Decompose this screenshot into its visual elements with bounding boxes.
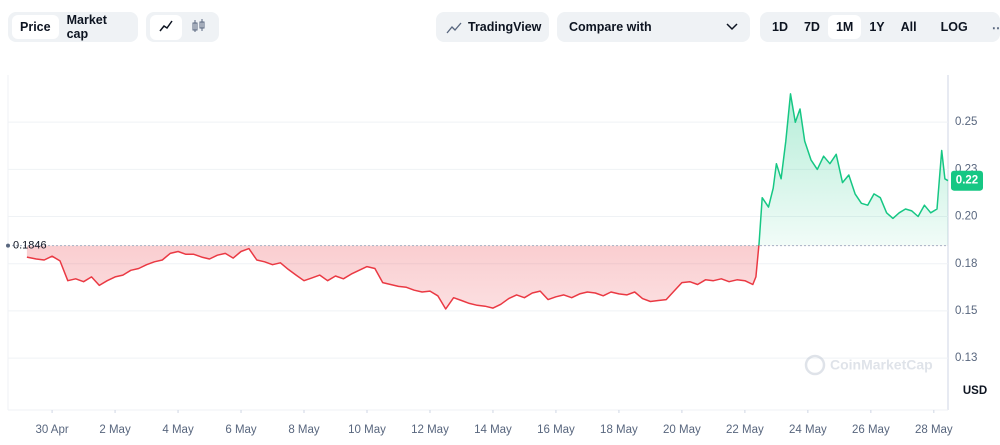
y-tick-label: 0.25 [955, 116, 977, 128]
x-tick-label: 28 May [915, 424, 953, 436]
x-tick-label: 14 May [474, 424, 512, 436]
y-tick-label: 0.13 [955, 352, 977, 364]
tradingview-button[interactable]: TradingView [436, 12, 549, 42]
x-tick-label: 4 May [162, 424, 194, 436]
tab[interactable]: Price [12, 15, 59, 39]
y-tick-label: 0.15 [955, 305, 977, 317]
area [26, 93, 949, 310]
x-tick-label: 30 Apr [35, 424, 68, 436]
x-tick-label: 12 May [411, 424, 449, 436]
x-tick-label: 22 May [726, 424, 764, 436]
x-tick-label: 20 May [663, 424, 701, 436]
x-tick-label: 6 May [225, 424, 257, 436]
currency-label: USD [963, 385, 987, 397]
price-badge [951, 170, 983, 191]
button-label: TradingView [468, 20, 542, 34]
x-tick-label: 18 May [600, 424, 638, 436]
price-line [26, 93, 949, 310]
x-tick-label: 8 May [288, 424, 320, 436]
candle-icon[interactable] [182, 15, 214, 40]
x-tick-label: 26 May [852, 424, 890, 436]
compare-dropdown[interactable]: Compare with [557, 12, 750, 42]
range[interactable]: 1Y [869, 20, 885, 34]
dropdown-label: Compare with [569, 20, 652, 34]
watermark-logo [804, 354, 826, 376]
x-tick-label: 10 May [348, 424, 386, 436]
tab[interactable]: Market cap [66, 13, 107, 41]
x-tick-label: 2 May [99, 424, 131, 436]
line-icon[interactable] [150, 14, 182, 40]
range[interactable]: 1D [772, 20, 788, 34]
x-tick-label: 24 May [789, 424, 827, 436]
log-toggle[interactable]: LOG [940, 20, 968, 34]
range[interactable]: All [900, 20, 917, 34]
reference-label: 0.1846 [13, 240, 47, 252]
watermark: CoinMarketCap [804, 354, 933, 376]
chart-style [146, 12, 219, 42]
watermark-text: CoinMarketCap [830, 357, 933, 373]
more-menu[interactable]: ⋯ [991, 20, 1000, 35]
x-tick-label: 16 May [537, 424, 575, 436]
view-tabs: Price Market cap [8, 12, 138, 42]
y-tick-label: 0.20 [955, 211, 977, 223]
range-selector: 1D 7D 1M 1Y All LOG ⋯ [760, 12, 1000, 42]
range[interactable]: 7D [803, 20, 820, 34]
reference-dot [6, 243, 10, 248]
price-badge-label: 0.22 [956, 175, 978, 187]
y-tick-label: 0.18 [955, 258, 977, 270]
range[interactable]: 1M [827, 15, 862, 39]
